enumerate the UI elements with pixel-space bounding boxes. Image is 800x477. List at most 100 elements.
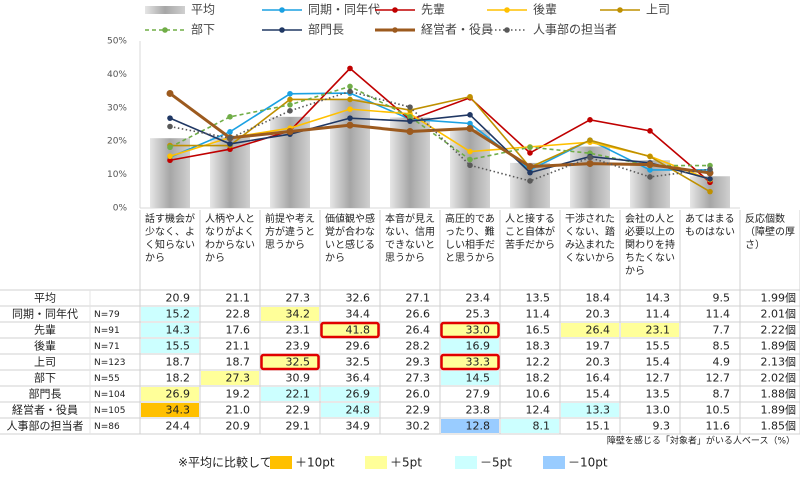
cell-value: 26.0 — [406, 388, 431, 401]
marker — [347, 96, 353, 103]
marker — [286, 128, 294, 136]
marker — [227, 129, 233, 135]
marker — [227, 141, 233, 147]
highlight-label: ＋5pt — [390, 456, 422, 470]
note: 障壁を感じる「対象者」がいる人ベース（%） — [607, 435, 795, 447]
marker — [167, 115, 173, 121]
column-header-text: 人と接すること自体が苦手だから — [505, 214, 555, 251]
column-header-text: 人柄や人となりがよくわからないから — [205, 214, 255, 264]
legend-marker — [279, 27, 285, 33]
cell-highlight — [501, 419, 559, 433]
column-header: 干渉されたくない、踏み込まれたくないから — [565, 214, 615, 264]
row-label: 人事部の担当者 — [7, 419, 84, 433]
cell-value: 33.3 — [466, 356, 491, 369]
cell-value: 15.4 — [646, 356, 671, 369]
y-tick-label: 10% — [107, 170, 127, 180]
cell-value: 34.4 — [346, 308, 371, 321]
cell-value: 18.3 — [526, 340, 551, 353]
column-header: 反応個数（障壁の厚さ） — [745, 214, 795, 251]
cell-value: 11.6 — [706, 420, 731, 433]
cell-value: 26.9 — [346, 388, 371, 401]
legend-label: 平均 — [191, 3, 215, 17]
column-header-text: 反応個数（障壁の厚さ） — [745, 214, 795, 251]
cell-count: 1.85個 — [761, 420, 797, 433]
cell-value: 22.9 — [286, 404, 311, 417]
marker — [407, 114, 413, 120]
cell-value: 12.8 — [466, 420, 491, 433]
legend-marker — [392, 7, 398, 13]
cell-value: 10.5 — [706, 404, 731, 417]
cell-value: 8.1 — [533, 420, 551, 433]
line — [169, 113, 711, 180]
cell-box — [320, 321, 380, 339]
cell-value: 14.3 — [166, 324, 191, 337]
cell-value: 8.5 — [713, 340, 731, 353]
legend-label: 後輩 — [533, 2, 557, 17]
cell-value: 32.6 — [346, 292, 371, 305]
marker — [527, 144, 533, 151]
cell-highlight — [321, 323, 379, 337]
cell-value: 36.4 — [346, 372, 371, 385]
cell-value: 30.9 — [286, 372, 311, 385]
y-tick-label: 0% — [113, 204, 128, 214]
cell-highlight — [261, 387, 319, 401]
marker — [287, 101, 293, 108]
marker — [167, 157, 173, 164]
marker — [707, 176, 713, 182]
legend-label: 先輩 — [421, 2, 445, 17]
cell-highlight — [441, 355, 499, 369]
cell-value: 26.4 — [586, 324, 611, 337]
highlight-swatch — [270, 456, 292, 469]
cell-highlight — [561, 403, 619, 417]
cell-value: 15.5 — [646, 340, 671, 353]
cell-value: 20.3 — [586, 308, 611, 321]
row-label: 部門長 — [29, 387, 62, 401]
marker — [287, 108, 293, 114]
cell-value: 18.2 — [166, 372, 191, 385]
legend-marker — [392, 27, 398, 33]
highlight-swatch — [455, 456, 477, 469]
cell-value: 34.3 — [166, 404, 191, 417]
column-header: 話す機会が少なく、よく知らないから — [145, 214, 195, 264]
line — [169, 92, 710, 171]
legend-marker — [504, 7, 510, 13]
cell-box — [260, 353, 320, 371]
marker — [467, 148, 473, 155]
cell-value: 19.2 — [226, 388, 251, 401]
marker — [587, 137, 593, 143]
row-n: N=86 — [94, 422, 120, 432]
cell-value: 15.5 — [166, 340, 191, 353]
cell-highlight — [141, 323, 199, 337]
cell-value: 23.9 — [286, 340, 311, 353]
legend-marker — [617, 7, 623, 13]
row-label: 部下 — [34, 371, 56, 385]
marker — [407, 104, 413, 110]
cell-value: 29.1 — [286, 420, 311, 433]
cell-value: 21.0 — [226, 404, 251, 417]
row-n: N=123 — [94, 358, 125, 368]
cell-value: 16.4 — [586, 372, 611, 385]
marker — [347, 106, 353, 112]
cell-value: 8.7 — [713, 388, 731, 401]
line — [169, 92, 711, 175]
row-label: 同期・同年代 — [12, 307, 78, 321]
cell-value: 28.2 — [406, 340, 431, 353]
cell-value: 32.5 — [286, 356, 311, 369]
cell-count: 1.89個 — [761, 404, 797, 417]
cell-highlight — [321, 387, 379, 401]
row-n: N=91 — [94, 326, 120, 336]
legend-marker — [279, 7, 285, 13]
marker — [527, 169, 533, 176]
legend-label: 上司 — [646, 3, 670, 17]
marker — [467, 162, 473, 169]
cell-value: 33.0 — [466, 324, 491, 337]
marker — [347, 83, 353, 90]
cell-value: 20.3 — [586, 356, 611, 369]
cell-highlight — [141, 339, 199, 353]
cell-value: 32.5 — [346, 356, 371, 369]
cell-value: 14.5 — [466, 372, 491, 385]
marker — [347, 65, 353, 72]
cell-box — [440, 353, 500, 371]
marker — [647, 128, 653, 134]
